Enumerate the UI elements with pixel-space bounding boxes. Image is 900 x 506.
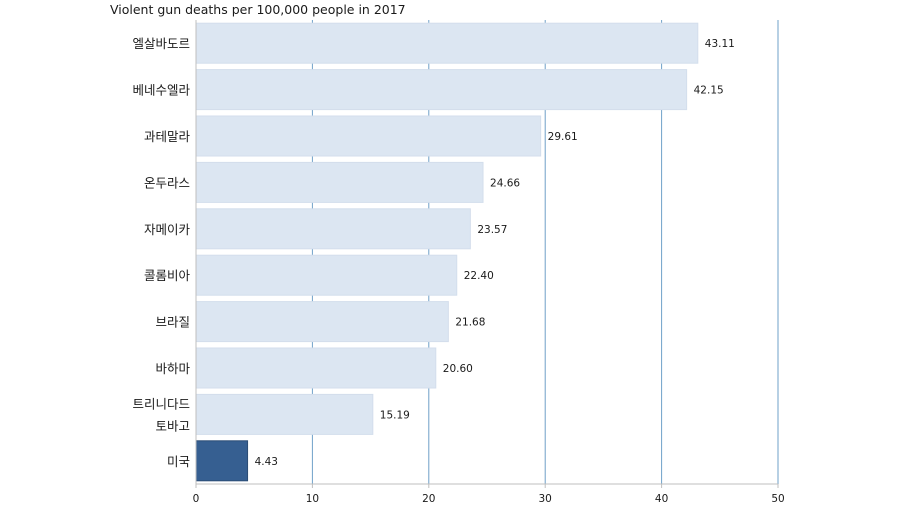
value-label-4: 23.57 xyxy=(477,224,507,236)
category-label-5: 콜롬비아 xyxy=(144,268,191,283)
bar-0 xyxy=(195,22,699,64)
value-label-9: 4.43 xyxy=(255,456,278,468)
bar-5 xyxy=(195,254,458,296)
bar-4 xyxy=(195,208,471,250)
bar-3 xyxy=(195,161,484,203)
x-axis: 0 10 20 30 40 50 xyxy=(193,20,785,505)
category-label-3: 온두라스 xyxy=(144,175,190,190)
bars xyxy=(195,22,699,482)
labels: 43.11 엘살바도르 42.15 베네수엘라 29.61 과테말라 24.66 온두라스 23… xyxy=(132,36,734,469)
x-tick-label-40: 40 xyxy=(655,493,668,505)
category-label-8-line-0: 트리니다드 xyxy=(132,396,190,411)
value-label-3: 24.66 xyxy=(490,177,520,189)
category-label-4: 자메이카 xyxy=(144,222,191,237)
category-label-8-line-1: 토바고 xyxy=(155,418,190,433)
bar-8 xyxy=(195,393,374,435)
category-label-0: 엘살바도르 xyxy=(132,36,190,51)
bar-9 xyxy=(195,440,249,482)
x-tick-label-0: 0 xyxy=(193,493,200,505)
value-label-2: 29.61 xyxy=(548,131,578,143)
category-label-2: 과테말라 xyxy=(144,129,191,144)
x-tick-label-10: 10 xyxy=(306,493,319,505)
bar-7 xyxy=(195,347,437,389)
value-label-5: 22.40 xyxy=(464,270,494,282)
value-label-6: 21.68 xyxy=(455,317,485,329)
value-label-1: 42.15 xyxy=(694,85,724,97)
value-label-0: 43.11 xyxy=(705,38,735,50)
category-label-6: 브라질 xyxy=(155,315,190,330)
x-tick-label-20: 20 xyxy=(422,493,435,505)
bar-6 xyxy=(195,301,449,343)
category-label-7: 바하마 xyxy=(155,361,190,376)
bar-1 xyxy=(195,69,688,111)
x-tick-label-30: 30 xyxy=(539,493,552,505)
category-label-1: 베네수엘라 xyxy=(132,83,190,98)
value-label-8: 15.19 xyxy=(380,409,410,421)
bar-2 xyxy=(195,115,542,157)
category-label-9: 미국 xyxy=(167,454,190,469)
value-label-7: 20.60 xyxy=(443,363,473,375)
chart-title: Violent gun deaths per 100,000 people in… xyxy=(110,2,406,17)
x-tick-label-50: 50 xyxy=(771,493,784,505)
